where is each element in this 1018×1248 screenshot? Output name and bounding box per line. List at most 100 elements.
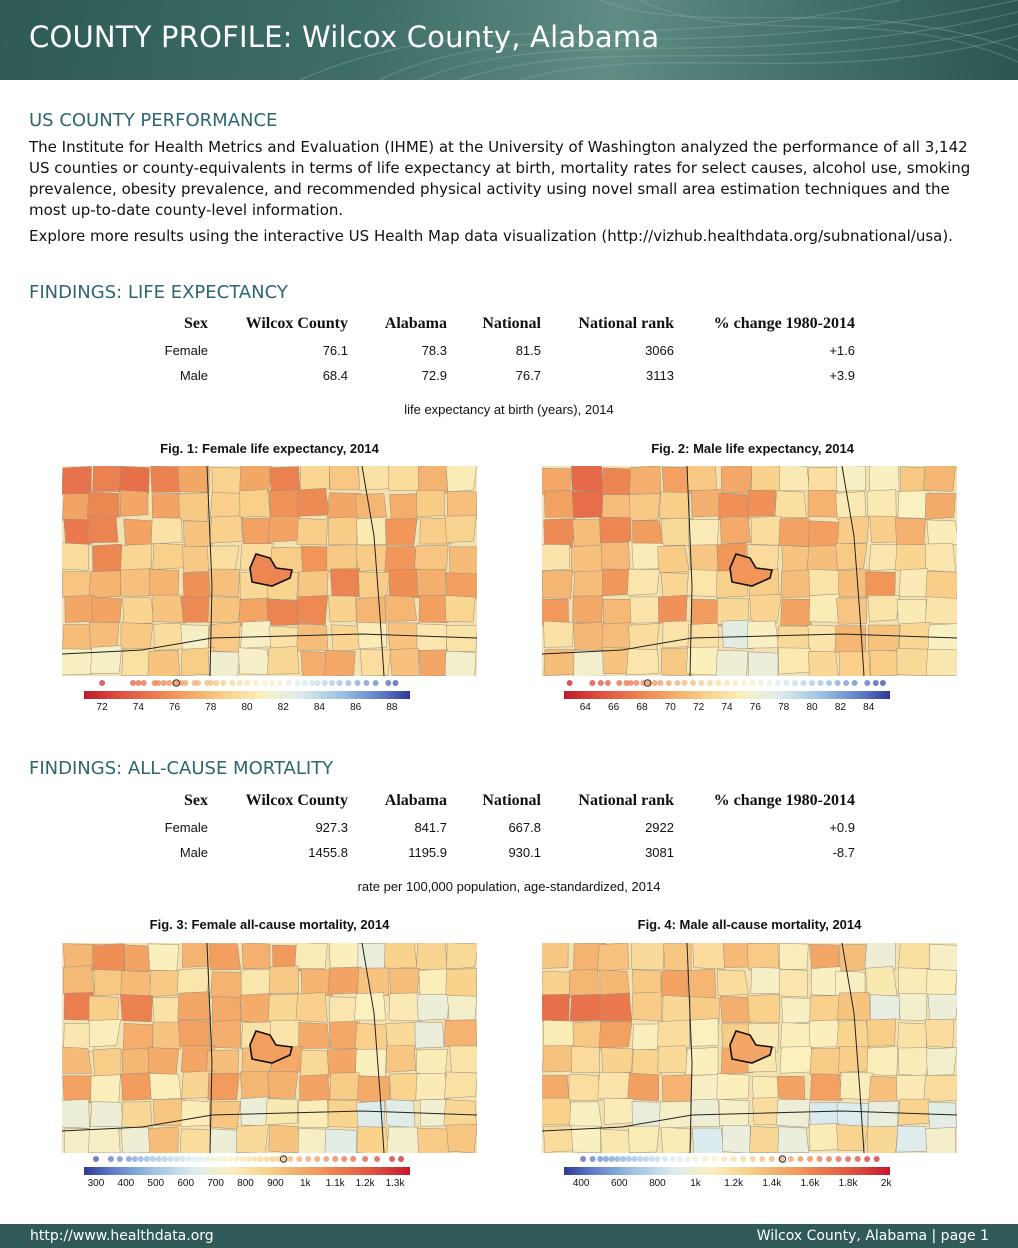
legend-tick-label: 80	[806, 702, 818, 713]
fig2-choropleth	[542, 466, 957, 676]
county-dot	[665, 680, 672, 686]
county-shape	[355, 1048, 387, 1078]
county-shape	[444, 595, 476, 623]
county-dot	[669, 1156, 676, 1162]
fig2-legend: 64 66 68 70 72 74 76 78 80 82 84	[564, 677, 890, 713]
county-shape	[631, 991, 662, 1022]
county-shape	[388, 466, 421, 492]
county-dot	[608, 1156, 615, 1162]
county-dot	[245, 1156, 252, 1162]
county-shape	[329, 1072, 363, 1101]
county-shape	[629, 493, 660, 521]
county-shape	[809, 1019, 841, 1048]
county-shape	[662, 620, 692, 649]
county-dot	[140, 680, 147, 686]
county-shape	[209, 515, 243, 544]
county-shape	[211, 467, 243, 496]
county-dot	[323, 1156, 330, 1162]
state-border	[62, 1110, 477, 1132]
county-shape	[299, 1074, 331, 1103]
table-cell: 76.1	[322, 343, 348, 358]
county-shape	[444, 650, 477, 676]
legend-tick-label: 1k	[690, 1178, 701, 1189]
county-shape	[300, 1049, 332, 1078]
county-shape	[211, 996, 242, 1024]
county-dot	[155, 680, 162, 686]
county-shape	[629, 466, 662, 496]
county-dot	[620, 1156, 627, 1162]
life-expectancy-table: Sex Wilcox County Alabama National Natio…	[150, 310, 860, 388]
county-shape	[298, 1128, 327, 1153]
column-header: National	[482, 315, 541, 332]
county-shape	[661, 1074, 694, 1103]
county-shape	[923, 1074, 957, 1102]
county-shape	[62, 1046, 92, 1074]
county-shape	[866, 489, 897, 519]
county-shape	[778, 969, 809, 998]
footer-page-label: Wilcox County, Alabama | page 1	[756, 1228, 989, 1244]
table-cell: 1195.9	[408, 845, 447, 860]
county-shape	[869, 515, 899, 543]
county-shape	[924, 492, 956, 520]
wilcox-county-outline	[249, 553, 293, 587]
life-expectancy-heading: FINDINGS: LIFE EXPECTANCY	[29, 282, 288, 303]
fig3-map	[62, 943, 477, 1153]
county-shape	[746, 489, 777, 517]
county-dot	[166, 680, 173, 686]
county-shape	[240, 620, 274, 649]
county-shape	[266, 599, 300, 626]
wilcox-county-marker	[778, 1155, 787, 1163]
county-shape	[660, 970, 692, 999]
legend-tick-label: 80	[241, 702, 253, 713]
county-shape	[415, 1048, 448, 1078]
county-shape	[658, 1101, 692, 1129]
county-dot	[758, 680, 765, 686]
state-border	[686, 943, 693, 1153]
county-shape	[543, 620, 574, 648]
county-shape	[177, 466, 210, 493]
state-border	[361, 943, 385, 1153]
county-shape	[296, 595, 328, 625]
table-cell: +1.6	[829, 343, 855, 358]
county-shape	[152, 997, 183, 1025]
county-shape	[383, 943, 418, 970]
county-dot	[698, 680, 705, 686]
wilcox-county-marker	[279, 1155, 288, 1163]
table-cell: +0.9	[829, 820, 855, 835]
table-cell: Male	[179, 368, 208, 383]
county-shape	[867, 624, 900, 652]
county-shape	[864, 943, 896, 971]
color-scale-bar	[564, 691, 890, 699]
county-shape	[572, 622, 605, 652]
legend-tick-label: 700	[207, 1178, 224, 1189]
county-shape	[443, 1099, 477, 1127]
county-shape	[719, 516, 751, 544]
county-dot	[135, 680, 142, 686]
county-shape	[324, 649, 356, 676]
state-border	[361, 466, 385, 676]
county-dot	[864, 1156, 871, 1162]
wilcox-county-outline	[249, 1030, 293, 1064]
county-dot	[633, 680, 640, 686]
county-shape	[928, 944, 957, 971]
county-dot	[689, 680, 696, 686]
county-shape	[657, 1045, 689, 1074]
county-shape	[898, 993, 928, 1021]
county-shape	[838, 568, 870, 598]
county-shape	[749, 594, 782, 624]
county-shape	[296, 623, 329, 651]
county-shape	[598, 1021, 633, 1049]
county-shape	[715, 650, 749, 676]
fig1-legend: 72 74 76 78 80 82 84 86 88	[84, 677, 410, 713]
county-shape	[268, 515, 300, 543]
column-header: % change 1980-2014	[713, 792, 855, 809]
county-shape	[63, 965, 95, 994]
county-shape	[63, 1128, 97, 1153]
county-dot	[732, 680, 739, 686]
legend-tick-label: 1.1k	[325, 1178, 345, 1189]
fig4-legend: 400 600 800 1k 1.2k 1.4k 1.6k 1.8k 2k	[564, 1153, 891, 1189]
county-shape	[182, 571, 212, 600]
state-border	[206, 943, 213, 1153]
county-shape	[328, 996, 361, 1024]
county-shape	[927, 993, 957, 1021]
